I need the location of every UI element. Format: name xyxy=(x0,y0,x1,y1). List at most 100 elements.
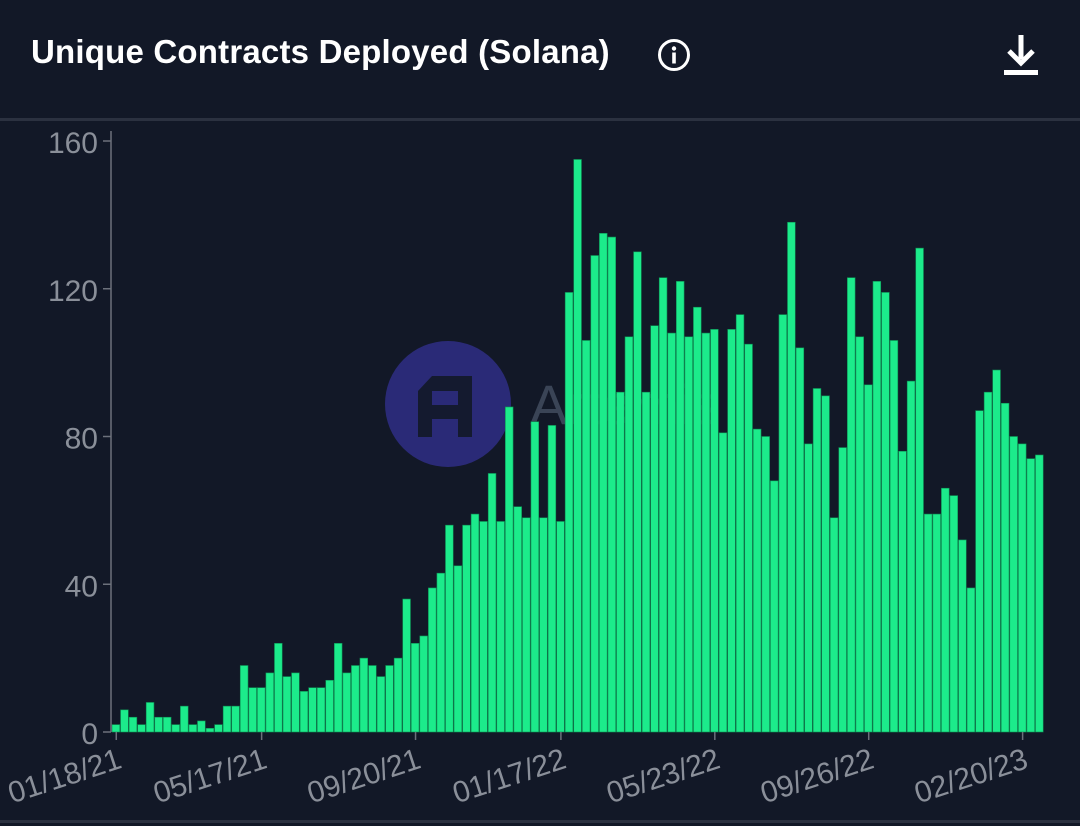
bar xyxy=(445,524,454,733)
bar xyxy=(128,716,138,733)
artemis-logo-icon xyxy=(385,341,511,467)
bar xyxy=(282,676,292,733)
bar xyxy=(556,521,565,733)
bar xyxy=(966,587,976,733)
bar xyxy=(761,436,770,733)
bar xyxy=(470,513,480,733)
bar xyxy=(624,336,634,733)
bar xyxy=(334,643,343,733)
y-tick-label: 120 xyxy=(48,275,98,308)
bar xyxy=(1035,454,1044,733)
bar xyxy=(932,513,941,733)
bar xyxy=(949,495,958,733)
bar xyxy=(111,724,121,733)
bar xyxy=(906,380,916,733)
bar xyxy=(838,447,847,733)
bar xyxy=(616,391,625,733)
bar xyxy=(599,233,608,733)
bar xyxy=(889,340,899,733)
bar xyxy=(368,665,377,733)
bar xyxy=(718,432,728,733)
bar xyxy=(812,388,822,733)
bar xyxy=(342,672,351,733)
bar xyxy=(265,672,274,733)
bar xyxy=(804,443,813,733)
y-tick-label: 160 xyxy=(48,127,98,160)
bar xyxy=(163,716,172,733)
bar xyxy=(633,251,642,733)
artemis-logo-mark xyxy=(418,376,472,437)
chart-header: Unique Contracts Deployed (Solana) xyxy=(0,0,1080,118)
bar xyxy=(197,720,206,733)
bar-chart: Artemis 0408012016001/18/2105/17/2109/20… xyxy=(4,127,1044,810)
bar xyxy=(581,340,591,733)
bar xyxy=(795,347,805,733)
bar xyxy=(231,705,240,733)
bar xyxy=(154,716,163,733)
bar xyxy=(744,343,753,733)
bar xyxy=(505,406,514,733)
bar xyxy=(539,517,548,733)
bar xyxy=(1026,458,1035,733)
x-tick-label: 09/26/22 xyxy=(757,743,878,810)
bar xyxy=(316,687,326,733)
bar xyxy=(496,521,505,733)
bar xyxy=(410,643,420,733)
y-tick-label: 0 xyxy=(81,718,98,751)
bar xyxy=(385,665,394,733)
bar xyxy=(872,281,882,733)
x-tick-label: 01/17/22 xyxy=(449,743,570,810)
bar xyxy=(941,487,950,733)
bar xyxy=(205,728,215,733)
bar xyxy=(650,325,659,733)
bar xyxy=(684,336,693,733)
bar xyxy=(992,369,1001,733)
bar xyxy=(1018,443,1027,733)
x-tick-label: 05/23/22 xyxy=(603,743,724,810)
info-circle-icon[interactable] xyxy=(657,38,691,72)
bar xyxy=(693,306,702,733)
download-icon[interactable] xyxy=(1000,33,1042,77)
bar xyxy=(522,517,531,733)
bar xyxy=(983,391,993,733)
bar xyxy=(881,292,890,733)
bar xyxy=(667,332,676,733)
bar xyxy=(1000,402,1010,733)
bar xyxy=(257,687,266,733)
bar xyxy=(847,277,856,733)
bar xyxy=(829,517,839,733)
bar xyxy=(607,236,616,733)
bar xyxy=(239,665,249,733)
bar xyxy=(351,665,360,733)
bar xyxy=(513,506,522,733)
bar xyxy=(1009,436,1018,733)
bar xyxy=(658,277,668,733)
bar xyxy=(710,329,719,733)
bar xyxy=(145,702,155,733)
x-tick-label: 02/20/23 xyxy=(910,743,1031,810)
bar xyxy=(898,450,907,733)
bar xyxy=(547,425,557,733)
bar xyxy=(676,281,685,733)
bar xyxy=(436,572,445,733)
bar xyxy=(188,724,197,733)
bar xyxy=(120,709,129,733)
bar xyxy=(402,598,411,733)
bar xyxy=(291,672,300,733)
bar xyxy=(641,391,651,733)
bar xyxy=(958,539,967,733)
bar xyxy=(915,247,924,733)
bar xyxy=(308,687,317,733)
y-tick-label: 40 xyxy=(65,570,98,603)
bar xyxy=(530,421,540,733)
chart-title: Unique Contracts Deployed (Solana) xyxy=(31,33,610,70)
bottom-border xyxy=(0,820,1080,823)
bar xyxy=(248,687,257,733)
bar xyxy=(453,565,463,733)
bar xyxy=(479,521,488,733)
bar xyxy=(787,221,796,733)
bar xyxy=(778,314,787,733)
bars-group xyxy=(111,159,1044,733)
x-tick-label: 01/18/21 xyxy=(4,743,125,810)
y-tick-label: 80 xyxy=(65,423,98,456)
